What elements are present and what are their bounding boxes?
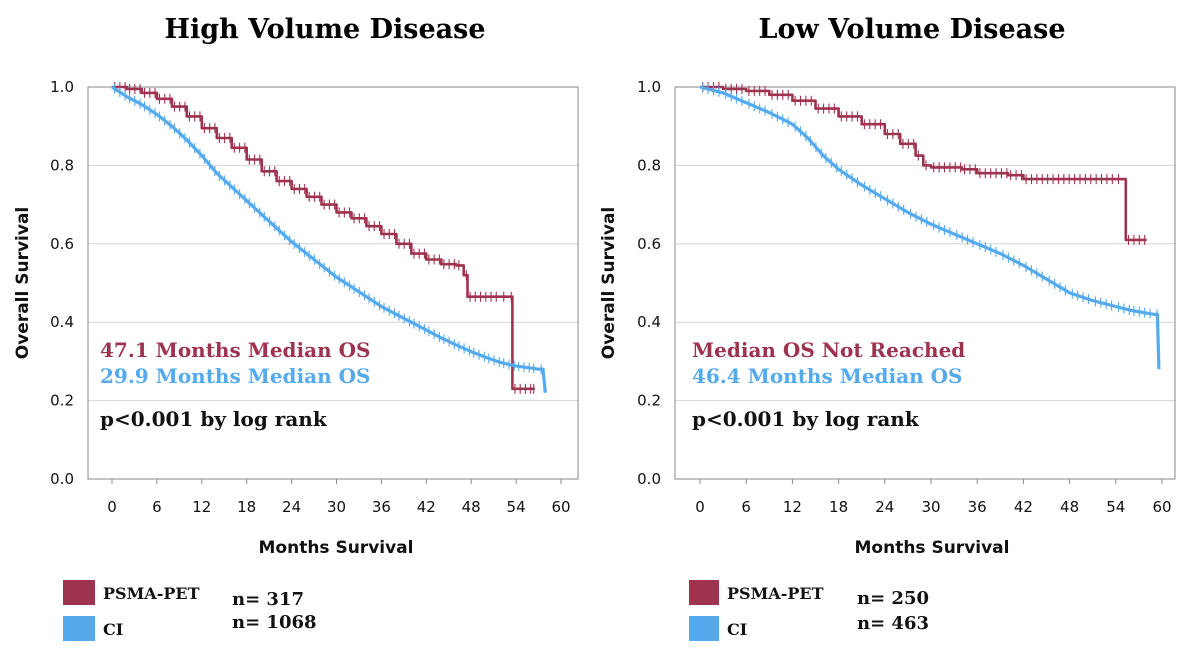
y-tick-labels: 0.0 0.2 0.4 0.6 0.8 1.0 <box>637 78 661 488</box>
y-tick-label: 1.0 <box>50 78 74 96</box>
survival-curves <box>111 82 547 394</box>
censor-ticks-ci <box>702 82 1158 320</box>
y-tick-label: 0.4 <box>50 313 74 331</box>
chart-title: Low Volume Disease <box>758 14 1065 45</box>
panel-high-volume: High Volume Disease 0.0 0.2 0.4 0.6 0.8 1.0 0… <box>13 14 579 641</box>
y-tick-label: 1.0 <box>637 78 661 96</box>
chart-title: High Volume Disease <box>164 14 485 45</box>
y-axis-label: Overall Survival <box>13 207 33 360</box>
series-line-ci <box>699 85 1161 370</box>
x-axis-label: Months Survival <box>855 538 1010 558</box>
x-tick-label: 6 <box>152 498 162 516</box>
legend-label-psma: PSMA-PET <box>103 584 200 603</box>
x-tick-label: 36 <box>968 498 987 516</box>
y-tick-label: 0.8 <box>637 156 661 174</box>
psma-median-annotation: 47.1 Months Median OS <box>100 338 370 362</box>
y-axis-label: Overall Survival <box>599 207 619 360</box>
x-tick-label: 18 <box>829 498 848 516</box>
ci-median-annotation: 29.9 Months Median OS <box>100 364 370 388</box>
x-tick-label: 18 <box>237 498 256 516</box>
x-axis-label: Months Survival <box>259 538 414 558</box>
x-tick-label: 54 <box>507 498 526 516</box>
plot-frame <box>674 86 1176 480</box>
x-tick-label: 42 <box>1014 498 1033 516</box>
legend-label-ci: CI <box>103 620 123 639</box>
y-tick-label: 0.6 <box>50 235 74 253</box>
x-tick-label: 0 <box>695 498 705 516</box>
x-tick-label: 48 <box>1060 498 1079 516</box>
x-tick-label: 0 <box>107 498 117 516</box>
plot-frame <box>87 86 579 480</box>
x-tick-label: 12 <box>783 498 802 516</box>
y-tick-label: 0.0 <box>50 470 74 488</box>
x-tick-labels: 0 6 12 18 24 30 36 42 48 54 60 <box>107 479 571 516</box>
x-tick-label: 60 <box>1152 498 1171 516</box>
legend-swatch-psma <box>63 580 95 605</box>
legend-swatch-psma <box>689 580 719 605</box>
censor-ticks-ci <box>114 83 542 375</box>
y-tick-labels: 0.0 0.2 0.4 0.6 0.8 1.0 <box>50 78 74 488</box>
legend-label-ci: CI <box>727 620 747 639</box>
n-psma: n= 317 <box>232 589 304 610</box>
panel-low-volume: Low Volume Disease 0.0 0.2 0.4 0.6 0.8 1.0 0 6… <box>599 14 1176 641</box>
psma-median-annotation: Median OS Not Reached <box>692 338 965 362</box>
survival-curves <box>699 82 1161 370</box>
x-tick-labels: 0 6 12 18 24 30 36 42 48 54 60 <box>695 479 1172 516</box>
x-tick-label: 24 <box>282 498 301 516</box>
legend-swatch-ci <box>689 616 719 641</box>
x-tick-label: 24 <box>875 498 894 516</box>
x-tick-label: 6 <box>741 498 751 516</box>
n-ci: n= 1068 <box>232 612 317 633</box>
p-value-annotation: p<0.001 by log rank <box>100 407 328 431</box>
x-tick-label: 12 <box>192 498 211 516</box>
p-value-annotation: p<0.001 by log rank <box>692 407 920 431</box>
series-line-psma <box>112 85 535 391</box>
x-tick-label: 48 <box>462 498 481 516</box>
x-tick-label: 42 <box>417 498 436 516</box>
x-tick-label: 60 <box>551 498 570 516</box>
x-tick-label: 54 <box>1106 498 1125 516</box>
legend-label-psma: PSMA-PET <box>727 584 824 603</box>
x-tick-label: 36 <box>372 498 391 516</box>
n-psma: n= 250 <box>857 588 929 609</box>
x-tick-label: 30 <box>921 498 940 516</box>
x-tick-label: 30 <box>327 498 346 516</box>
ci-median-annotation: 46.4 Months Median OS <box>692 364 962 388</box>
y-tick-label: 0.6 <box>637 235 661 253</box>
y-tick-label: 0.2 <box>637 392 661 410</box>
y-tick-label: 0.0 <box>637 470 661 488</box>
y-tick-label: 0.8 <box>50 156 74 174</box>
legend-swatch-ci <box>63 616 95 641</box>
grid-lines <box>675 86 1175 402</box>
censor-ticks-psma <box>114 82 535 394</box>
censor-ticks-psma <box>702 82 1146 245</box>
n-ci: n= 463 <box>857 613 929 634</box>
y-tick-label: 0.4 <box>637 313 661 331</box>
y-tick-label: 0.2 <box>50 392 74 410</box>
